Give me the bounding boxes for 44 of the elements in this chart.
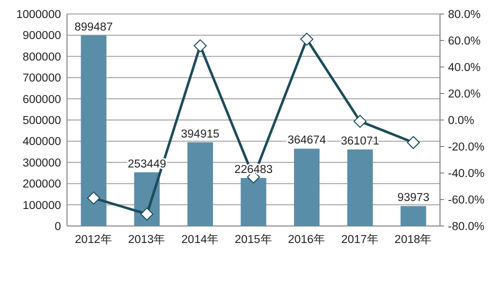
y2-tick-label: 60.0% <box>448 36 481 48</box>
point <box>406 136 420 150</box>
y2-tick-label: 0.0% <box>448 115 474 127</box>
bar <box>187 142 214 226</box>
data-label: 93973 <box>397 192 430 204</box>
y2-tick-label: -20.0% <box>448 142 484 154</box>
x-tick-label: 2013年 <box>128 233 166 246</box>
y-tick-label: 600000 <box>22 94 61 106</box>
y2-tick-label: -40.0% <box>448 168 484 180</box>
x-tick-label: 2016年 <box>288 233 326 246</box>
y-tick-label: 400000 <box>22 136 61 148</box>
data-label: 394915 <box>181 128 220 140</box>
y-tick-label: 900000 <box>22 30 61 42</box>
y2-tick-label: 20.0% <box>448 88 481 100</box>
bar <box>400 206 426 226</box>
point <box>300 32 314 46</box>
y-tick-label: 700000 <box>22 72 61 85</box>
x-tick-label: 2012年 <box>74 233 112 246</box>
x-tick-label: 2014年 <box>181 233 220 246</box>
data-label: 361071 <box>340 135 380 148</box>
data-label: 364674 <box>288 134 327 147</box>
point <box>87 192 100 205</box>
y-tick-label: 800000 <box>22 51 61 64</box>
x-tick-label: 2017年 <box>341 233 379 246</box>
y2-tick-label: -60.0% <box>448 194 484 206</box>
bar <box>347 149 373 226</box>
bar <box>80 35 106 226</box>
bar <box>240 178 266 226</box>
point <box>140 208 154 221</box>
x-tick-label: 2015年 <box>234 233 272 246</box>
y-tick-label: 300000 <box>22 157 61 170</box>
y-tick-label: 500000 <box>22 115 61 127</box>
y2-tick-label: -80.0% <box>448 221 484 233</box>
point <box>354 114 367 128</box>
x-tick-label: 2018年 <box>394 233 432 246</box>
y2-tick-label: 80.0% <box>448 9 481 21</box>
y-tick-label: 1000000 <box>16 9 61 21</box>
bar <box>294 148 320 226</box>
y-tick-label: 0 <box>54 221 61 233</box>
y-tick-label: 100000 <box>22 200 61 212</box>
data-label: 899487 <box>74 21 113 34</box>
y-tick-label: 200000 <box>22 178 61 191</box>
point <box>194 39 207 52</box>
y2-tick-label: 40.0% <box>448 62 481 74</box>
